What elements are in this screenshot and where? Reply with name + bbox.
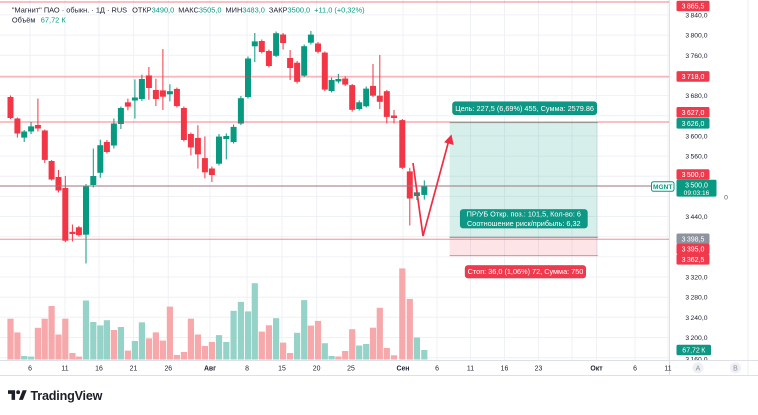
svg-text:ПР/УБ Откр. поз.: 101,5, Кол-в: ПР/УБ Откр. поз.: 101,5, Кол-во: 6 — [467, 210, 581, 219]
svg-text:В: В — [733, 365, 738, 372]
svg-text:16: 16 — [501, 365, 509, 372]
svg-text:6: 6 — [435, 365, 439, 372]
svg-text:3 560,0: 3 560,0 — [685, 154, 707, 161]
svg-text:3 398,5: 3 398,5 — [682, 236, 705, 243]
svg-text:3 760,0: 3 760,0 — [685, 53, 707, 60]
svg-text:Окт: Окт — [590, 365, 603, 372]
svg-text:3 395,0: 3 395,0 — [682, 247, 705, 254]
svg-text:8: 8 — [245, 365, 249, 372]
svg-text:3 160,0: 3 160,0 — [685, 357, 707, 364]
svg-text:15: 15 — [278, 365, 286, 372]
svg-text:23: 23 — [535, 365, 543, 372]
svg-text:Стоп: 36,0 (1,06%) 72, Сумма:: Стоп: 36,0 (1,06%) 72, Сумма: 750 — [468, 267, 584, 276]
svg-text:3 500,0: 3 500,0 — [682, 172, 705, 179]
svg-text:Сен: Сен — [397, 365, 410, 372]
svg-text:TradingView: TradingView — [31, 389, 103, 403]
svg-text:3 718,0: 3 718,0 — [682, 74, 705, 81]
svg-text:67,72 К: 67,72 К — [682, 348, 706, 355]
svg-text:16: 16 — [95, 365, 103, 372]
svg-text:25: 25 — [347, 365, 355, 372]
svg-text:3 500,0: 3 500,0 — [685, 182, 708, 189]
svg-text:3 600,0: 3 600,0 — [685, 134, 707, 141]
svg-text:3 320,0: 3 320,0 — [685, 275, 707, 282]
svg-text:3 200,0: 3 200,0 — [685, 335, 707, 342]
svg-text:11: 11 — [61, 365, 68, 372]
svg-text:6: 6 — [28, 365, 32, 372]
svg-text:Соотношение риск/прибыль: 6,32: Соотношение риск/прибыль: 6,32 — [467, 219, 581, 228]
svg-text:3 240,0: 3 240,0 — [685, 315, 707, 322]
svg-text:А: А — [696, 365, 701, 372]
svg-text:Авг: Авг — [204, 365, 216, 372]
svg-text:3 840,0: 3 840,0 — [685, 13, 707, 20]
svg-text:0: 0 — [724, 195, 728, 202]
svg-text:3 626,0: 3 626,0 — [682, 121, 705, 128]
svg-text:3 280,0: 3 280,0 — [685, 295, 707, 302]
svg-text:3 680,0: 3 680,0 — [685, 93, 707, 100]
svg-text:Объём: Объём — [12, 16, 36, 25]
svg-text:Цель: 227,5 (6,69%) 455, Сумма: Цель: 227,5 (6,69%) 455, Сумма: 2579.86 — [455, 104, 594, 113]
svg-text:20: 20 — [313, 365, 321, 372]
svg-text:11: 11 — [664, 365, 671, 372]
svg-text:21: 21 — [130, 365, 138, 372]
svg-text:3 800,0: 3 800,0 — [685, 33, 707, 40]
svg-text:MGNT: MGNT — [653, 184, 672, 191]
svg-text:09:03:16: 09:03:16 — [684, 190, 710, 197]
svg-text:6: 6 — [633, 365, 637, 372]
svg-text:3 865,5: 3 865,5 — [682, 4, 705, 11]
svg-text:"Магнит" ПАО · обыкн. · 1Д · R: "Магнит" ПАО · обыкн. · 1Д · RUS ОТКР3490… — [12, 6, 365, 15]
svg-text:3 627,0: 3 627,0 — [682, 110, 705, 117]
svg-text:26: 26 — [164, 365, 172, 372]
svg-text:11: 11 — [467, 365, 474, 372]
svg-text:3 440,0: 3 440,0 — [685, 214, 707, 221]
svg-text:67,72 К: 67,72 К — [41, 16, 67, 25]
svg-text:3 362,5: 3 362,5 — [682, 257, 705, 264]
